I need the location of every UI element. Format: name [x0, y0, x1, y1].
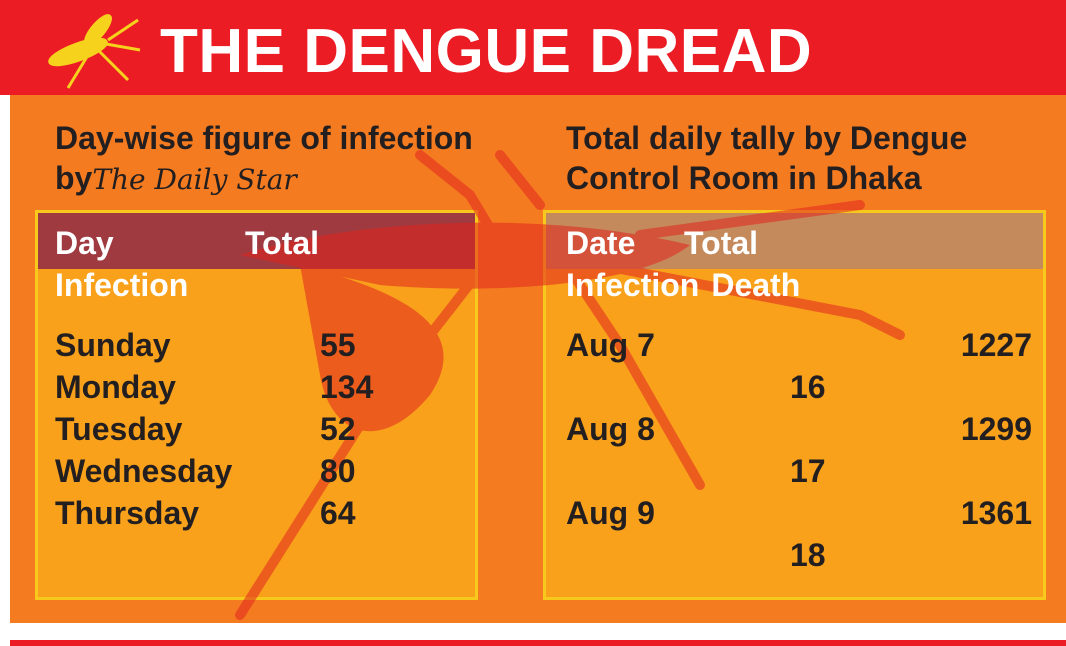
logo: The Daily Star — [92, 163, 296, 196]
row-line: Aug 8 1299 — [566, 408, 1032, 450]
death: 17 — [566, 450, 1032, 492]
total-infection: 55 — [320, 327, 356, 363]
total-infection: 64 — [320, 495, 356, 531]
total-infection: 80 — [320, 453, 356, 489]
left-heading: Day-wise figure of infection byThe Daily… — [55, 118, 535, 200]
mosquito-icon — [28, 10, 148, 90]
day: Thursday — [55, 492, 320, 534]
day: Wednesday — [55, 450, 320, 492]
title: THE DENGUE DREAD — [160, 16, 812, 87]
date: Aug 8 — [566, 408, 655, 450]
column-header: Date — [566, 222, 684, 264]
column-header: Day — [55, 222, 245, 264]
death: 16 — [566, 366, 1032, 408]
row-line: Aug 7 1227 — [566, 324, 1032, 366]
day: Monday — [55, 366, 320, 408]
total-infection: 52 — [320, 411, 356, 447]
total-infection: 1361 — [961, 492, 1032, 534]
column-header: Death — [711, 267, 800, 303]
total-infection: 1227 — [961, 324, 1032, 366]
date: Aug 7 — [566, 324, 655, 366]
total-infection: 1299 — [961, 408, 1032, 450]
bottom-strip — [10, 640, 1066, 646]
death: 18 — [566, 534, 1032, 576]
date: Aug 9 — [566, 492, 655, 534]
row-line: Aug 9 1361 — [566, 492, 1032, 534]
day: Tuesday — [55, 408, 320, 450]
total-infection: 134 — [320, 369, 373, 405]
infographic: THE DENGUE DREAD Day-wise figure of infe… — [0, 0, 1066, 646]
right-title: Total daily tally by Dengue Control Room… — [566, 118, 1046, 198]
day: Sunday — [55, 324, 320, 366]
